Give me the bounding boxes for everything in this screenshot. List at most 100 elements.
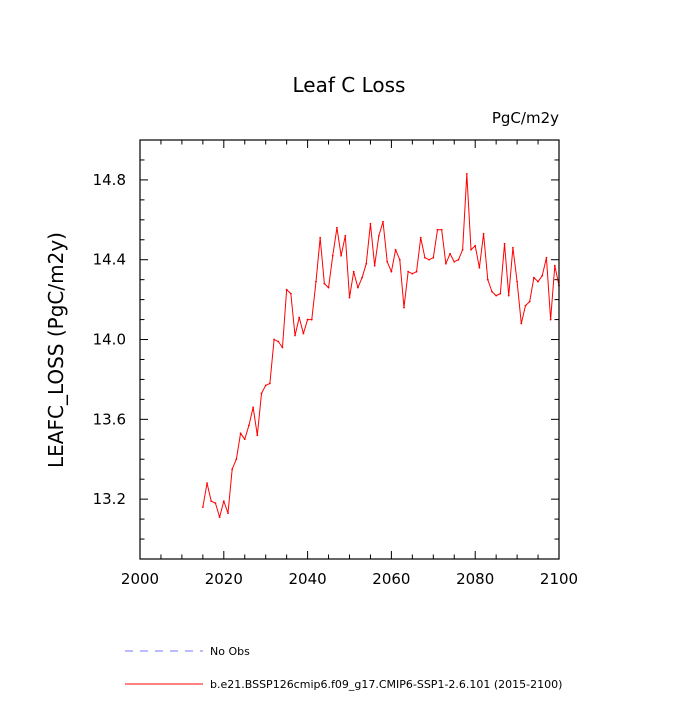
data-point bbox=[486, 278, 489, 281]
data-point bbox=[377, 234, 380, 237]
data-point bbox=[512, 246, 514, 249]
data-point bbox=[214, 502, 217, 505]
data-point bbox=[344, 234, 347, 237]
data-point bbox=[277, 340, 280, 343]
data-point bbox=[436, 228, 439, 231]
data-point bbox=[239, 432, 242, 435]
data-point bbox=[465, 173, 468, 175]
data-point bbox=[315, 280, 317, 283]
data-point bbox=[222, 500, 225, 503]
data-point bbox=[432, 256, 435, 259]
data-point bbox=[507, 294, 510, 297]
data-point bbox=[281, 346, 284, 349]
data-point bbox=[206, 482, 208, 485]
data-point bbox=[419, 236, 422, 239]
data-point bbox=[440, 228, 443, 231]
data-point bbox=[260, 392, 263, 395]
data-point bbox=[474, 244, 477, 247]
y-tick-label: 14.4 bbox=[93, 251, 126, 269]
plot-frame bbox=[139, 139, 560, 560]
legend: No Obs b.e21.BSSP126cmip6.f09_g17.CMIP6-S… bbox=[125, 645, 562, 691]
data-point bbox=[457, 258, 460, 261]
data-point bbox=[390, 270, 393, 273]
data-point bbox=[549, 318, 552, 321]
data-point bbox=[491, 290, 493, 293]
series-line bbox=[202, 173, 560, 518]
legend-label: No Obs bbox=[210, 645, 250, 658]
data-point bbox=[331, 254, 334, 257]
data-point bbox=[444, 262, 447, 265]
data-point bbox=[264, 384, 267, 387]
data-point bbox=[361, 276, 363, 279]
data-point bbox=[428, 258, 431, 261]
data-point bbox=[503, 242, 506, 245]
data-point bbox=[403, 306, 405, 309]
data-point bbox=[411, 272, 414, 275]
data-point bbox=[386, 260, 389, 263]
x-tick-label: 2080 bbox=[456, 570, 494, 588]
data-point bbox=[532, 276, 535, 279]
data-point bbox=[356, 286, 359, 289]
data-point bbox=[231, 468, 234, 471]
data-point bbox=[256, 434, 259, 437]
y-tick-label: 13.2 bbox=[93, 490, 126, 508]
data-point bbox=[545, 256, 548, 259]
plot-area bbox=[201, 173, 560, 518]
data-point bbox=[424, 256, 426, 259]
data-point bbox=[453, 260, 456, 263]
chart-title: Leaf C Loss bbox=[293, 73, 406, 97]
data-point bbox=[327, 286, 330, 289]
data-point bbox=[495, 294, 498, 297]
data-point bbox=[323, 282, 326, 285]
data-point bbox=[289, 292, 292, 295]
data-point bbox=[524, 304, 527, 307]
data-point bbox=[319, 236, 322, 239]
data-point bbox=[252, 406, 255, 409]
data-point bbox=[243, 438, 246, 441]
data-point bbox=[541, 274, 544, 277]
data-point bbox=[348, 296, 351, 299]
data-point bbox=[268, 382, 271, 385]
data-point bbox=[336, 226, 338, 229]
x-tick-label: 2040 bbox=[289, 570, 327, 588]
data-point bbox=[398, 258, 401, 261]
data-point bbox=[306, 318, 309, 321]
data-point bbox=[520, 322, 523, 325]
y-axis-label: LEAFC_LOSS (PgC/m2y) bbox=[44, 232, 68, 468]
data-point bbox=[482, 232, 485, 235]
x-tick-label: 2100 bbox=[540, 570, 578, 588]
data-point bbox=[478, 266, 481, 269]
data-point bbox=[298, 316, 301, 319]
data-point bbox=[227, 512, 229, 515]
y-tick-label: 13.6 bbox=[93, 410, 126, 428]
data-point bbox=[415, 270, 418, 273]
data-point bbox=[407, 270, 410, 273]
legend-label: b.e21.BSSP126cmip6.f09_g17.CMIP6-SSP1-2.… bbox=[210, 678, 562, 691]
data-point bbox=[294, 334, 296, 337]
x-tick-label: 2020 bbox=[205, 570, 243, 588]
data-point bbox=[352, 270, 355, 273]
data-point bbox=[499, 292, 502, 295]
y-tick-label: 14.0 bbox=[93, 331, 126, 349]
data-point bbox=[516, 280, 518, 283]
data-point bbox=[470, 248, 472, 251]
units-label: PgC/m2y bbox=[492, 109, 559, 127]
data-point bbox=[394, 248, 397, 251]
data-point bbox=[273, 338, 275, 341]
data-point bbox=[528, 300, 531, 303]
data-point bbox=[340, 254, 343, 257]
data-point bbox=[285, 288, 288, 291]
y-tick-label: 14.8 bbox=[93, 171, 126, 189]
data-point bbox=[201, 506, 204, 509]
data-point bbox=[449, 252, 451, 255]
x-tick-label: 2000 bbox=[121, 570, 159, 588]
data-point bbox=[382, 220, 384, 223]
data-point bbox=[365, 262, 368, 265]
data-point bbox=[537, 280, 539, 283]
data-point bbox=[310, 318, 313, 321]
x-tick-label: 2060 bbox=[372, 570, 410, 588]
axis-ticks: 2000 2020 2040 2060 2080 2100 13.2 13.6 14.0 14.4… bbox=[93, 139, 578, 588]
data-point bbox=[553, 264, 556, 267]
data-point bbox=[248, 424, 250, 427]
